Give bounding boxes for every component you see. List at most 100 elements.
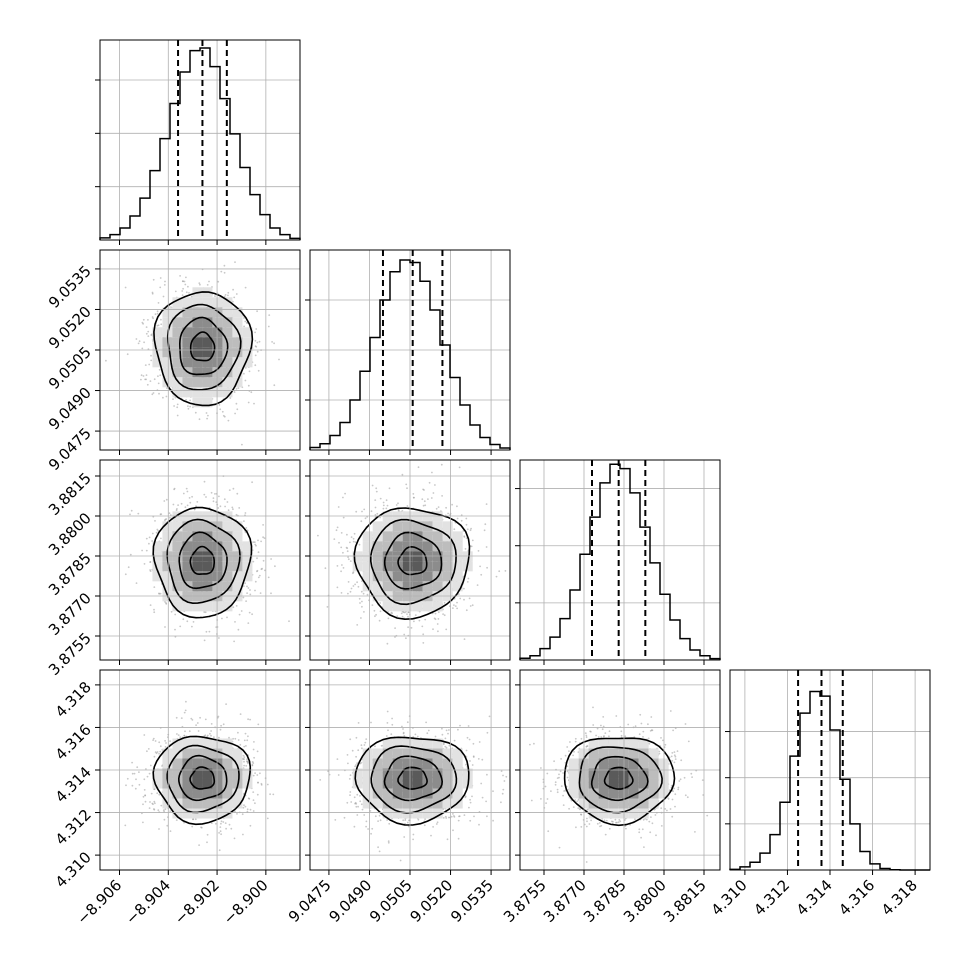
density-cell bbox=[192, 561, 203, 572]
sample-point bbox=[243, 317, 245, 319]
sample-point bbox=[235, 402, 238, 405]
sample-point bbox=[326, 606, 329, 608]
sample-point bbox=[336, 586, 339, 589]
sample-point bbox=[428, 481, 431, 484]
sample-point bbox=[238, 507, 241, 509]
density-cell bbox=[202, 327, 213, 338]
sample-point bbox=[185, 276, 187, 279]
sample-point bbox=[154, 520, 156, 522]
density-cell bbox=[372, 521, 383, 532]
density-cell bbox=[242, 347, 253, 358]
sample-point bbox=[253, 541, 256, 543]
sample-point bbox=[236, 492, 239, 495]
sample-point bbox=[422, 504, 425, 507]
density-cell bbox=[182, 377, 193, 388]
sample-point bbox=[155, 531, 158, 534]
density-cell bbox=[162, 377, 173, 388]
sample-point bbox=[224, 294, 227, 296]
y-tick-label: 9.0490 bbox=[45, 384, 95, 434]
density-cell bbox=[362, 531, 373, 542]
sample-point bbox=[427, 498, 429, 500]
sample-point bbox=[158, 392, 160, 395]
sample-point bbox=[468, 597, 471, 600]
sample-point bbox=[198, 282, 201, 284]
sample-point bbox=[164, 626, 166, 628]
sample-point bbox=[249, 589, 251, 591]
sample-point bbox=[456, 601, 458, 604]
sample-point bbox=[195, 505, 197, 507]
sample-point bbox=[342, 496, 344, 499]
sample-point bbox=[228, 489, 231, 491]
sample-point bbox=[208, 630, 211, 633]
sample-point bbox=[210, 491, 213, 494]
sample-point bbox=[147, 319, 149, 321]
density-cell bbox=[202, 317, 213, 328]
sample-point bbox=[336, 526, 339, 529]
sample-point bbox=[142, 318, 145, 321]
sample-point bbox=[375, 487, 378, 490]
sample-point bbox=[162, 295, 165, 298]
sample-point bbox=[386, 642, 389, 645]
sample-point bbox=[223, 271, 226, 274]
sample-point bbox=[480, 573, 483, 576]
sample-point bbox=[131, 784, 134, 787]
panel-border bbox=[309, 249, 511, 451]
sample-point bbox=[182, 287, 185, 290]
sample-point bbox=[242, 754, 245, 757]
density-cell bbox=[452, 531, 463, 542]
sample-point bbox=[187, 285, 189, 288]
sample-point bbox=[406, 613, 408, 615]
sample-point bbox=[349, 560, 352, 562]
sample-point bbox=[162, 396, 164, 399]
sample-point bbox=[159, 374, 162, 377]
y-tick-label: 9.0520 bbox=[45, 303, 95, 353]
sample-point bbox=[160, 537, 162, 540]
sample-point bbox=[484, 523, 487, 526]
sample-point bbox=[236, 408, 239, 411]
sample-point bbox=[223, 264, 226, 267]
sample-point bbox=[443, 614, 446, 617]
sample-point bbox=[187, 407, 190, 410]
density-cell bbox=[442, 561, 453, 572]
sample-point bbox=[471, 539, 474, 542]
sample-point bbox=[163, 284, 166, 286]
sample-point bbox=[401, 615, 404, 618]
panel-background bbox=[100, 40, 300, 240]
sample-point bbox=[466, 581, 469, 583]
sample-point bbox=[235, 293, 238, 295]
panel-background bbox=[520, 460, 720, 660]
sample-point bbox=[485, 546, 488, 548]
sample-point bbox=[258, 340, 261, 343]
sample-point bbox=[248, 370, 251, 373]
sample-point bbox=[220, 270, 223, 273]
sample-point bbox=[209, 732, 211, 735]
sample-point bbox=[254, 354, 257, 357]
sample-point bbox=[218, 637, 220, 639]
histogram-panel-p0 bbox=[95, 39, 301, 245]
density-cell bbox=[182, 317, 193, 328]
sample-point bbox=[346, 550, 349, 553]
sample-point bbox=[135, 338, 138, 340]
contour-line bbox=[166, 303, 242, 391]
sample-point bbox=[430, 497, 433, 499]
sample-point bbox=[413, 620, 415, 623]
sample-point bbox=[157, 324, 160, 327]
sample-point bbox=[138, 340, 141, 343]
sample-point bbox=[140, 378, 142, 381]
contour-line bbox=[153, 291, 254, 407]
sample-point bbox=[353, 532, 356, 535]
sample-point bbox=[347, 592, 349, 595]
sample-point bbox=[397, 502, 399, 505]
sample-point bbox=[141, 549, 144, 552]
histogram-step-line bbox=[99, 47, 301, 240]
density-cell bbox=[202, 397, 213, 408]
sample-point bbox=[160, 323, 163, 326]
sample-point bbox=[342, 516, 345, 519]
sample-point bbox=[186, 490, 189, 493]
sample-point bbox=[218, 495, 220, 498]
sample-point bbox=[445, 506, 447, 509]
histogram-step-line bbox=[309, 259, 511, 450]
sample-point bbox=[256, 310, 258, 313]
sample-point bbox=[243, 520, 245, 522]
density-cell bbox=[182, 307, 193, 318]
